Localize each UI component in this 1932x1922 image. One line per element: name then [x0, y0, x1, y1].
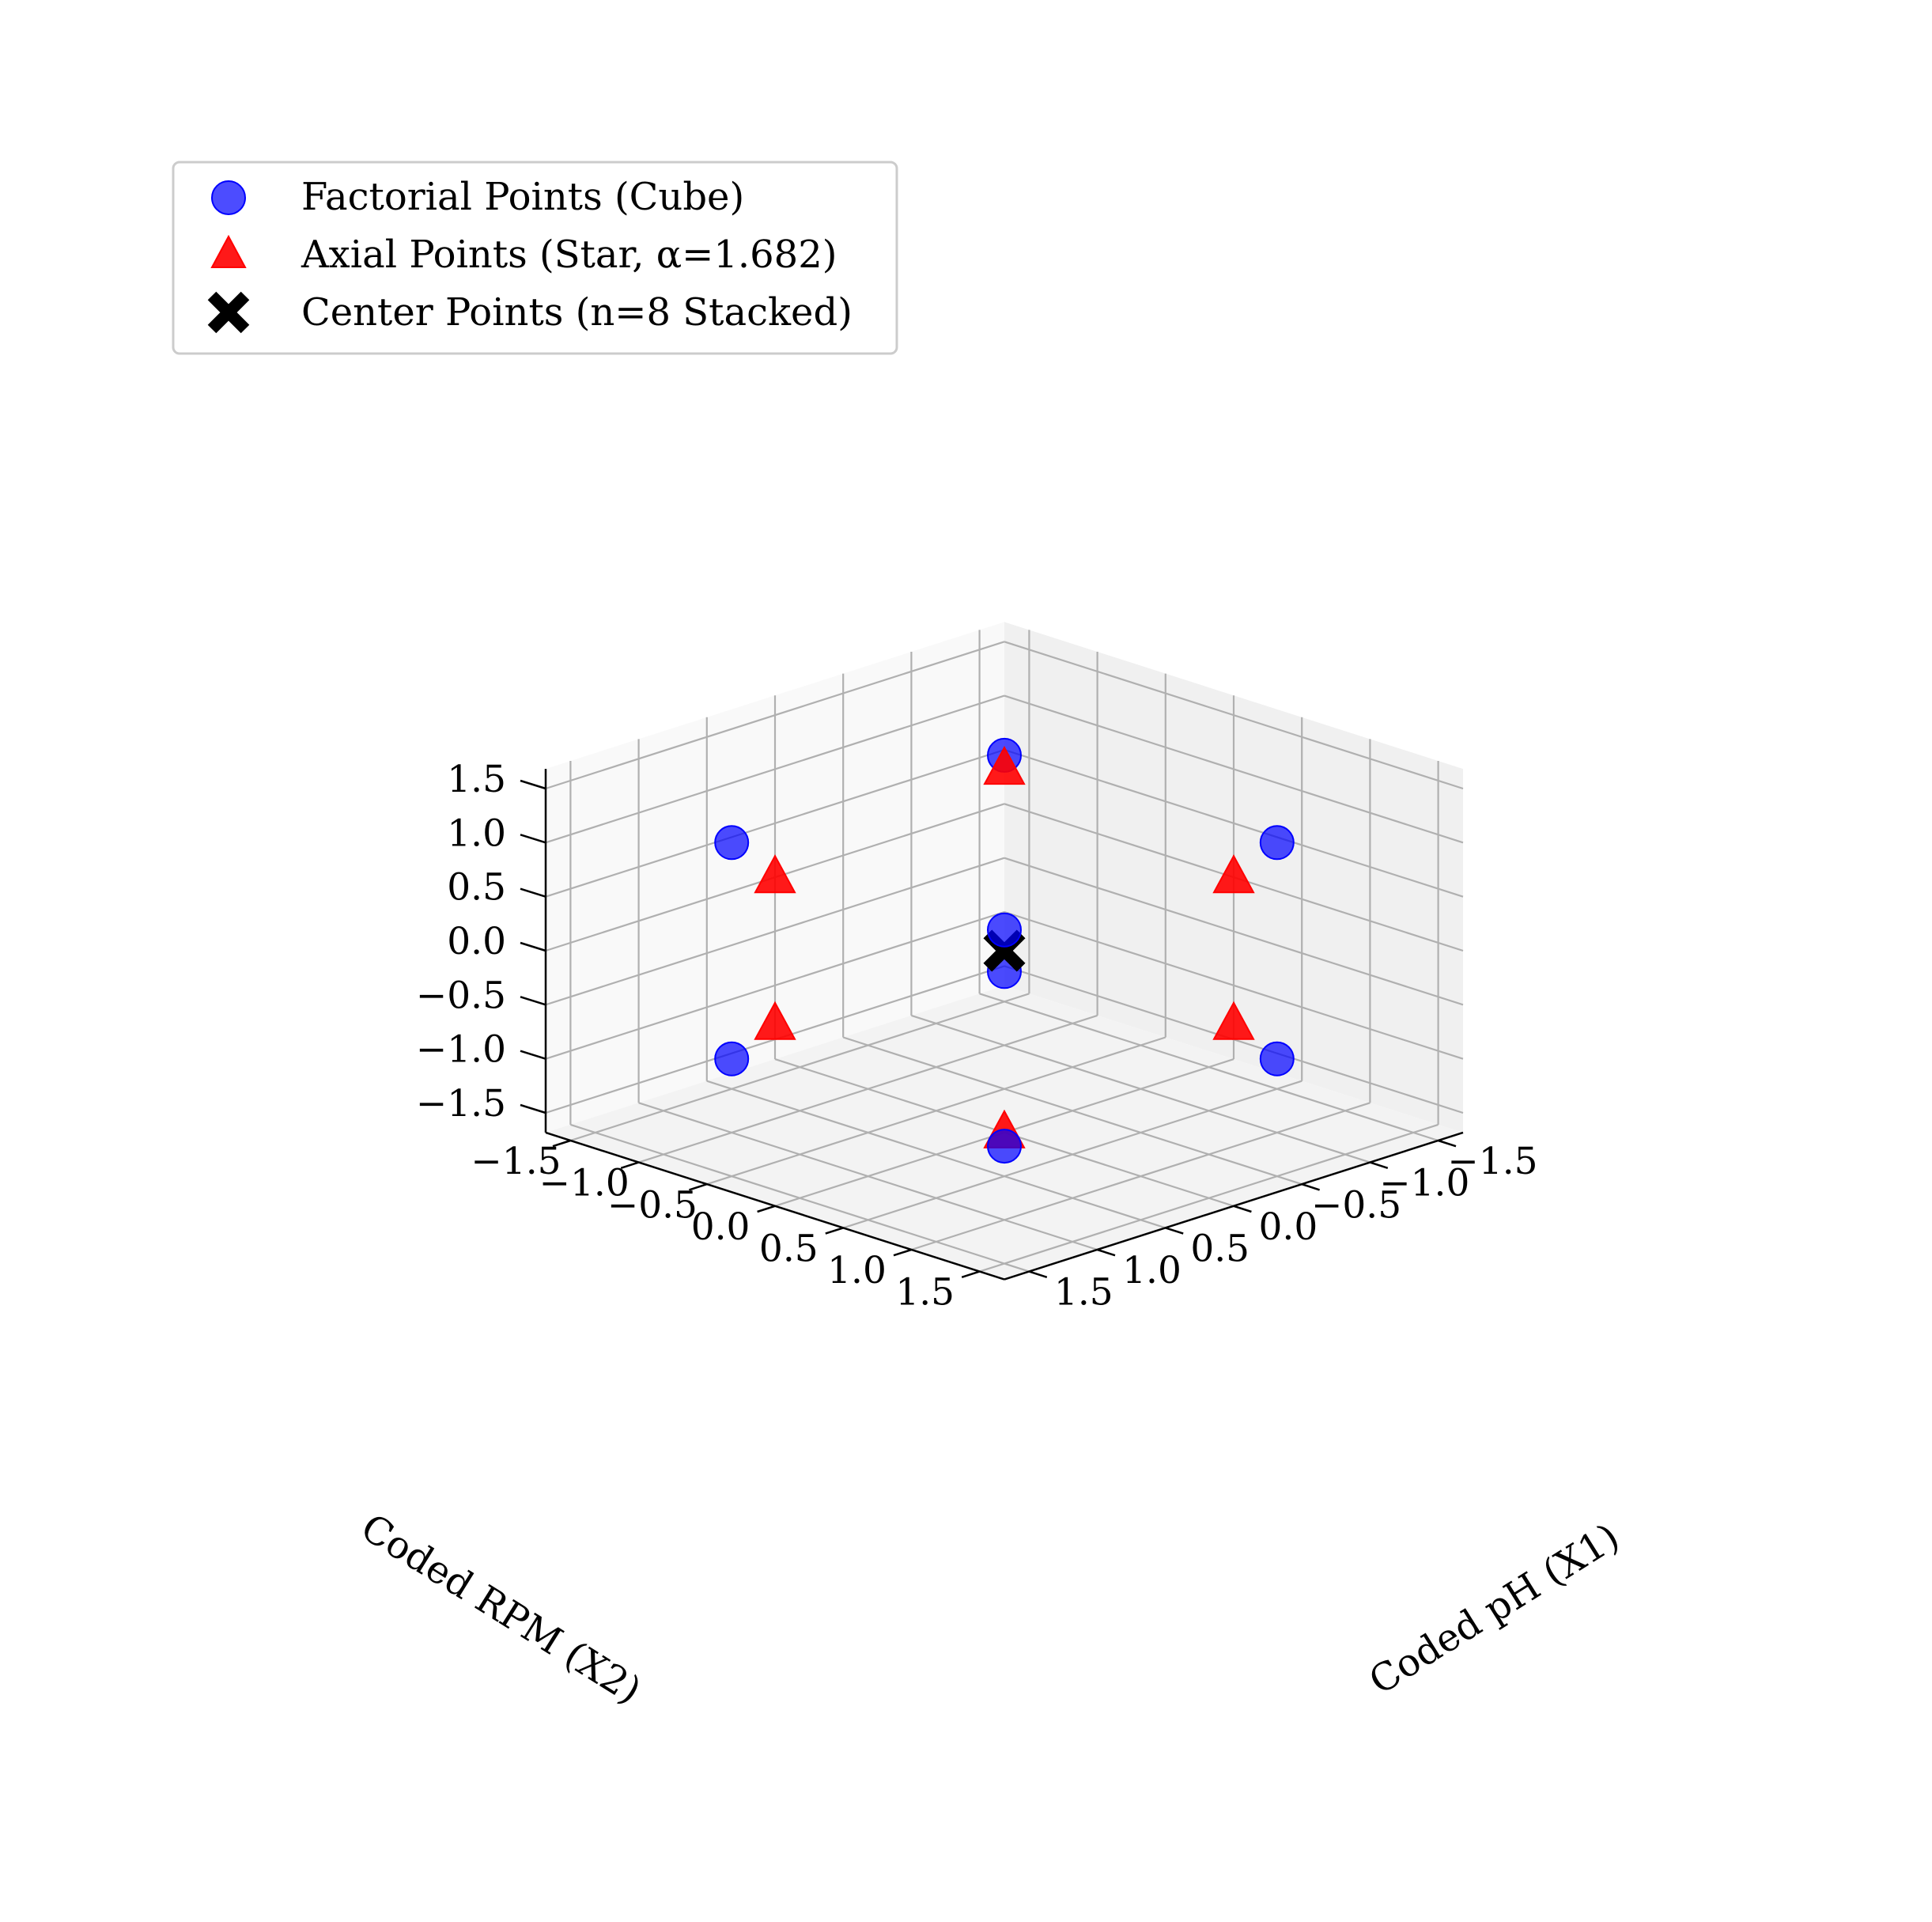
y-tick-label: −1.0: [539, 1162, 630, 1205]
factorial-point: [987, 1129, 1022, 1164]
axial-point: [983, 746, 1026, 785]
tick-marks: [520, 779, 1457, 1278]
y-tick-label: 1.5: [895, 1271, 955, 1315]
y-tick: [961, 1270, 980, 1278]
legend-marker-factorial: [211, 180, 246, 215]
x-tick: [1097, 1248, 1116, 1257]
y-axis-label: Coded RPM (X2): [354, 1505, 649, 1713]
x-tick: [1301, 1183, 1320, 1191]
factorial-point: [714, 1041, 750, 1076]
y-tick: [552, 1139, 571, 1148]
factorial-point: [987, 912, 1022, 948]
axial-point: [1212, 854, 1255, 894]
factorial-point: [1259, 1041, 1295, 1076]
x-tick-label: −0.5: [1311, 1183, 1401, 1227]
x-tick: [1165, 1227, 1184, 1235]
x-tick-label: 0.5: [1190, 1228, 1250, 1271]
grid-line: [842, 1080, 1302, 1229]
x-tick-label: 1.5: [1054, 1271, 1113, 1315]
x-tick: [1370, 1161, 1389, 1169]
x-tick-label: 1.0: [1122, 1249, 1182, 1292]
grid-line: [1004, 641, 1464, 790]
x-axis-line: [1004, 1131, 1464, 1281]
x-tick: [1029, 1270, 1048, 1278]
grid-line: [1004, 694, 1464, 844]
x-axis-label: Coded pH (X1): [1362, 1515, 1628, 1704]
y-tick: [893, 1248, 912, 1257]
legend-label-axial: Axial Points (Star, α=1.682): [301, 233, 837, 277]
grid-line: [545, 748, 1005, 898]
axial-point: [754, 1001, 796, 1040]
z-tick-label: 1.0: [447, 812, 506, 855]
x-tick: [1233, 1205, 1252, 1213]
x-tick-label: −1.5: [1447, 1140, 1537, 1183]
y-tick-label: −0.5: [607, 1183, 698, 1227]
legend-marker-axial: [210, 234, 247, 268]
grid-line: [911, 1102, 1371, 1251]
grid-line: [638, 1102, 1098, 1251]
x-tick-label: 0.0: [1259, 1205, 1318, 1249]
z-tick: [520, 1103, 546, 1114]
y-tick: [689, 1183, 708, 1191]
grid-line: [1004, 748, 1464, 898]
z-tick: [520, 779, 546, 790]
y-tick: [757, 1205, 776, 1213]
y-tick-label: 0.5: [759, 1228, 819, 1271]
z-tick-label: 0.5: [447, 866, 506, 910]
legend-marker-center: [207, 291, 250, 334]
y-tick-label: −1.5: [471, 1140, 561, 1183]
tick-labels: −1.5−1.5−1.5−1.0−1.0−1.0−0.5−0.5−0.50.00…: [416, 758, 1538, 1315]
z-tick-label: 0.0: [447, 920, 506, 963]
x-tick-label: −1.0: [1379, 1162, 1469, 1205]
grid-line: [979, 1123, 1439, 1273]
y-tick-label: 1.0: [827, 1249, 887, 1292]
factorial-point: [714, 825, 750, 861]
grid-line: [545, 694, 1005, 844]
y-tick: [825, 1227, 844, 1235]
z-tick: [520, 1050, 546, 1060]
grid-line: [545, 641, 1005, 790]
grid-line: [706, 1080, 1166, 1229]
legend: Factorial Points (Cube) Axial Points (St…: [172, 161, 898, 355]
y-tick: [620, 1161, 639, 1169]
grid-line: [570, 1123, 1030, 1273]
z-tick: [520, 887, 546, 898]
factorial-point: [1259, 825, 1295, 861]
x-tick: [1438, 1139, 1457, 1148]
y-axis-line: [545, 1131, 1005, 1281]
z-tick-label: 1.5: [447, 758, 506, 801]
axial-point: [1212, 1001, 1255, 1040]
z-tick-label: −0.5: [416, 974, 506, 1017]
z-tick: [520, 834, 546, 844]
z-tick: [520, 996, 546, 1006]
data-markers: [714, 737, 1295, 1164]
axial-point: [754, 854, 796, 894]
z-tick: [520, 941, 546, 952]
legend-frame: [172, 161, 898, 355]
z-tick-label: −1.0: [416, 1028, 506, 1072]
y-tick-label: 0.0: [691, 1205, 750, 1249]
legend-label-factorial: Factorial Points (Cube): [301, 175, 744, 219]
z-tick-label: −1.5: [416, 1082, 506, 1126]
legend-label-center: Center Points (n=8 Stacked): [301, 290, 853, 335]
